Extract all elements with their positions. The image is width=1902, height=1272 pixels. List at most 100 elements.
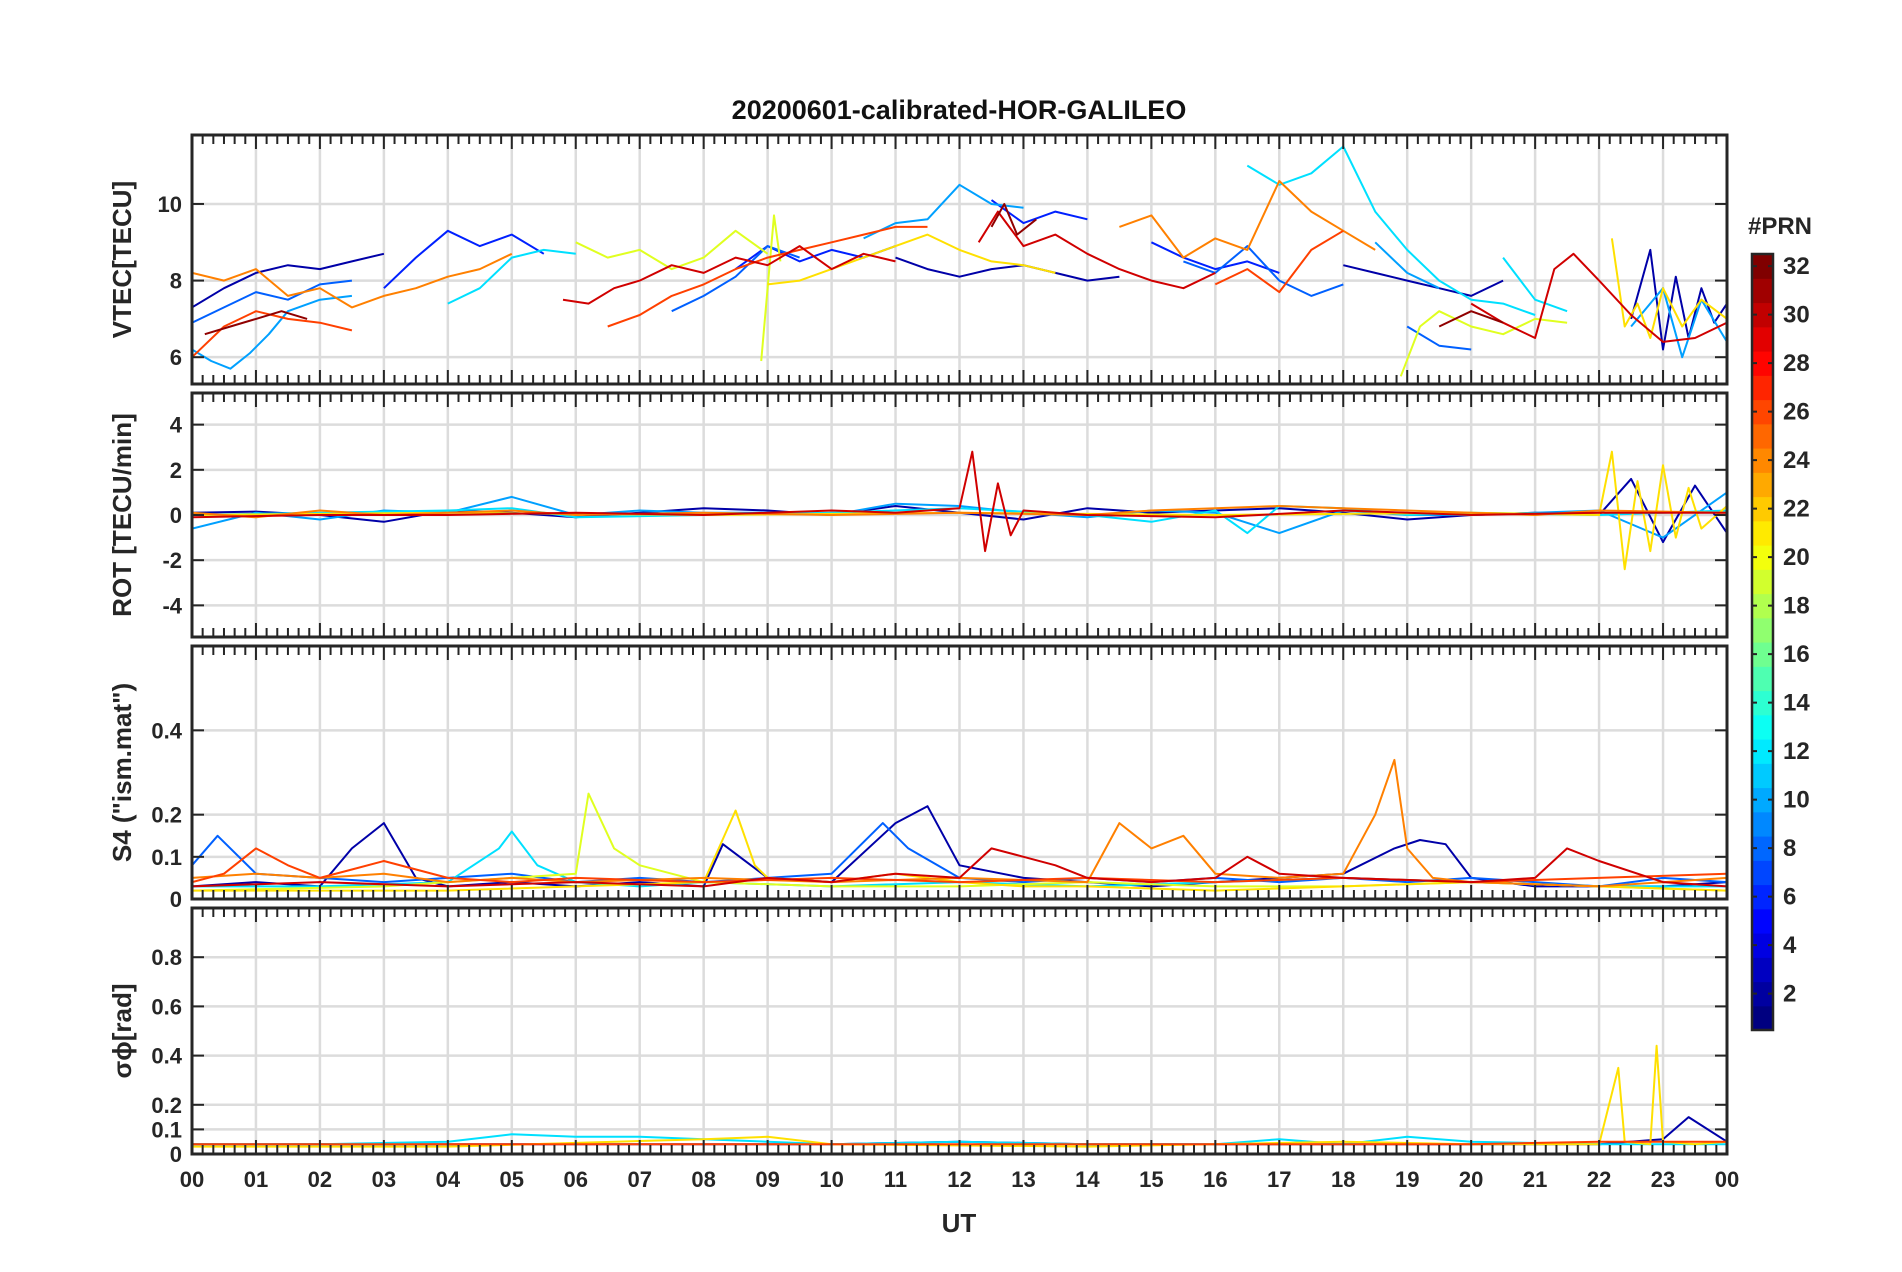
colorbar-step xyxy=(1752,714,1773,740)
colorbar-step xyxy=(1752,957,1773,983)
series-prn-29 xyxy=(192,450,1727,553)
series-prn-26 xyxy=(192,310,353,358)
colorbar-step xyxy=(1752,545,1773,570)
y-tick-label: 0.4 xyxy=(151,718,182,743)
series-prn-24 xyxy=(192,758,1727,888)
series-prn-29 xyxy=(977,210,1216,290)
series-prn-31 xyxy=(990,203,1037,236)
x-tick-label: 10 xyxy=(819,1167,843,1192)
colorbar-step xyxy=(1752,666,1773,692)
series-prn-24 xyxy=(192,252,513,309)
y-axis-label: S4 ("ism.mat") xyxy=(107,683,137,862)
colorbar-step xyxy=(1752,302,1773,328)
series-prn-21 xyxy=(767,233,1056,286)
series-prn-10 xyxy=(1374,241,1440,290)
panel-2: 0 0.1 0.2 0.4 S4 ("ism.mat") xyxy=(107,644,1729,912)
x-tick-label: 01 xyxy=(244,1167,268,1192)
series-prn-29 xyxy=(192,847,1727,888)
series-prn-5 xyxy=(1150,241,1280,274)
colorbar-tick-label: 14 xyxy=(1783,690,1810,717)
colorbar-frame xyxy=(1750,252,1775,1032)
colorbar-step xyxy=(1752,811,1773,837)
y-tick-label: 0 xyxy=(170,887,182,912)
x-tick-label: 14 xyxy=(1075,1167,1100,1192)
colorbar-step xyxy=(1752,860,1773,886)
colorbar-step xyxy=(1752,593,1773,619)
x-tick-label: 00 xyxy=(1715,1167,1739,1192)
x-tick-label: 15 xyxy=(1139,1167,1163,1192)
colorbar-step xyxy=(1752,1005,1773,1031)
series-prn-8 xyxy=(1406,325,1472,351)
series-group xyxy=(192,758,1727,892)
x-tick-label: 03 xyxy=(372,1167,396,1192)
series-prn-19 xyxy=(575,229,769,271)
y-tick-label: -4 xyxy=(162,593,182,618)
colorbar-tick-label: 6 xyxy=(1783,884,1796,911)
series-prn-29 xyxy=(1470,252,1727,343)
colorbar-step xyxy=(1752,254,1773,279)
y-tick-label: 0.2 xyxy=(151,1093,182,1118)
y-tick-label: 0.8 xyxy=(151,945,182,970)
colorbar-step xyxy=(1752,690,1773,716)
colorbar-step xyxy=(1752,448,1773,473)
y-tick-label: 6 xyxy=(170,345,182,370)
series-prn-2 xyxy=(1630,248,1727,351)
series-prn-21 xyxy=(1610,238,1727,339)
x-tick-label: 20 xyxy=(1459,1167,1483,1192)
series-prn-8 xyxy=(1183,245,1344,297)
series-prn-31 xyxy=(204,310,308,336)
x-tick-label: 13 xyxy=(1011,1167,1035,1192)
y-axis-label: ROT [TECU/min] xyxy=(107,413,137,617)
series-prn-2 xyxy=(192,252,385,309)
x-tick-label: 18 xyxy=(1331,1167,1355,1192)
y-tick-label: 0.6 xyxy=(151,994,182,1019)
colorbar-tick-label: 18 xyxy=(1783,593,1810,620)
colorbar-step xyxy=(1752,933,1773,958)
colorbar-tick-label: 16 xyxy=(1783,641,1810,668)
colorbar-step xyxy=(1752,642,1773,667)
y-tick-label: 0 xyxy=(170,503,182,528)
series-prn-12 xyxy=(192,505,1727,535)
x-tick-label: 04 xyxy=(436,1167,461,1192)
colorbar-step xyxy=(1752,472,1773,498)
colorbar-step xyxy=(1752,423,1773,449)
y-tick-label: 2 xyxy=(170,458,182,483)
y-tick-label: 0.2 xyxy=(151,803,182,828)
y-tick-label: 4 xyxy=(170,413,183,438)
y-tick-label: -2 xyxy=(162,548,182,573)
colorbar-tick-label: 4 xyxy=(1783,932,1797,959)
chart-title: 20200601-calibrated-HOR-GALILEO xyxy=(732,95,1187,125)
colorbar-tick-label: 8 xyxy=(1783,835,1796,862)
colorbar-step xyxy=(1752,375,1773,401)
y-tick-label: 8 xyxy=(170,269,182,294)
colorbar-step xyxy=(1752,569,1773,595)
colorbar-step xyxy=(1752,787,1773,813)
series-prn-2 xyxy=(1343,264,1504,297)
series-prn-5 xyxy=(383,229,545,289)
colorbar-step xyxy=(1752,884,1773,910)
series-group xyxy=(192,450,1727,571)
colorbar-step xyxy=(1752,496,1773,522)
x-tick-label: 07 xyxy=(627,1167,651,1192)
colorbar-step xyxy=(1752,836,1773,861)
colorbar-step xyxy=(1752,326,1773,352)
colorbar-step xyxy=(1752,763,1773,789)
series-prn-31 xyxy=(1438,310,1504,328)
panel-frame xyxy=(190,906,1729,1156)
y-tick-label: 0 xyxy=(170,1142,182,1167)
colorbar-step xyxy=(1752,520,1773,546)
x-axis-label: UT xyxy=(942,1208,977,1238)
colorbar-step xyxy=(1752,908,1773,934)
series-prn-19 xyxy=(760,214,782,362)
x-tick-label: 06 xyxy=(564,1167,588,1192)
panel-1: -4 -2 0 2 4 ROT [TECU/min] xyxy=(107,391,1729,639)
panel-3: 00.10.2 0.4 0.6 0.8 σϕ[rad] xyxy=(107,906,1729,1167)
x-tick-label: 11 xyxy=(884,1167,907,1192)
colorbar-step xyxy=(1752,739,1773,764)
y-tick-label: 10 xyxy=(158,192,182,217)
colorbar-tick-label: 22 xyxy=(1783,496,1810,523)
colorbar-step xyxy=(1752,351,1773,376)
series-prn-26 xyxy=(607,225,928,328)
series-prn-12 xyxy=(1246,145,1536,316)
